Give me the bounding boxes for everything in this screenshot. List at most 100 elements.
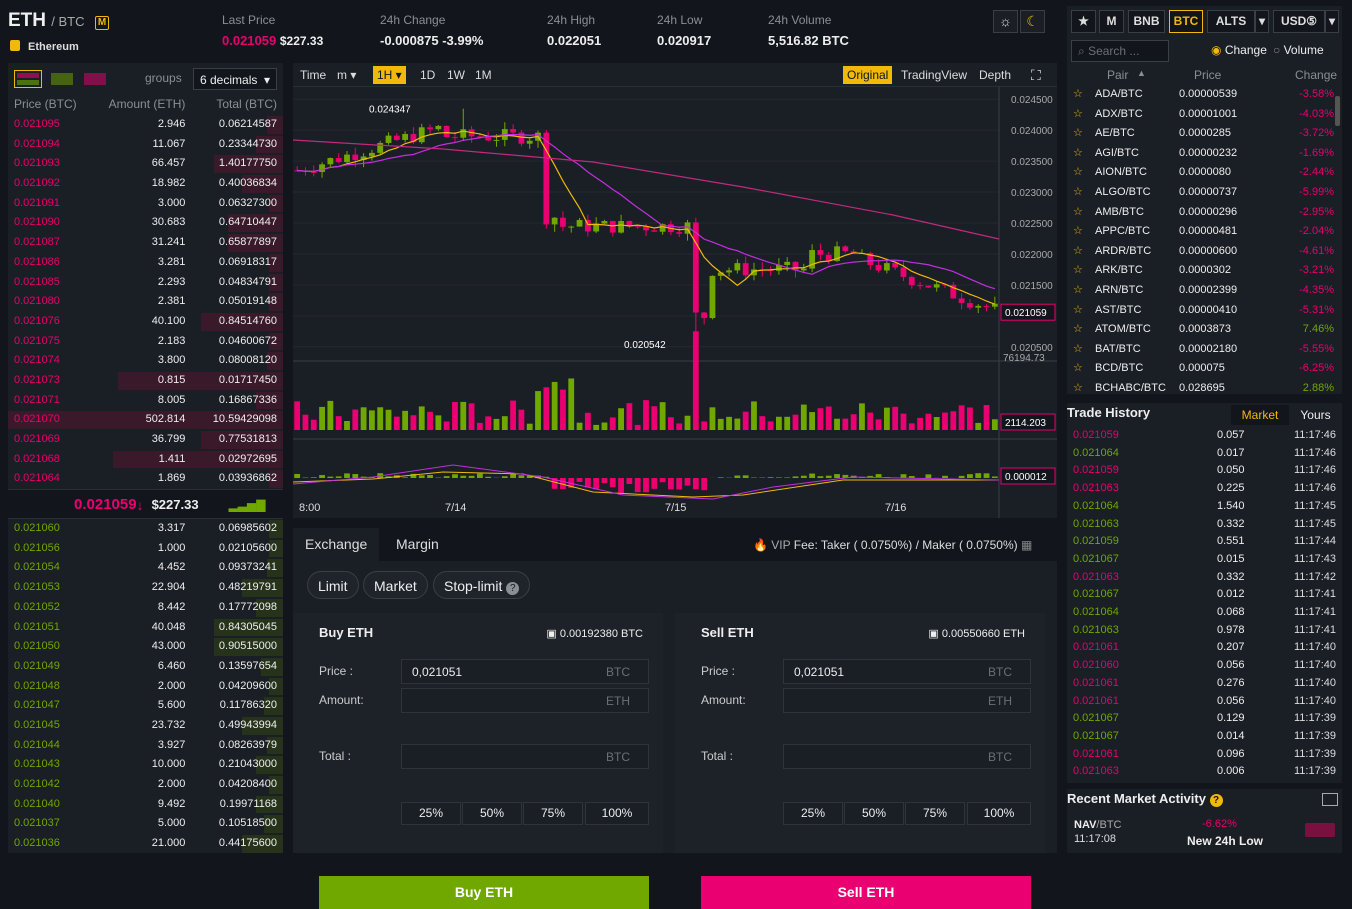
buy-pct-75[interactable]: 75% (523, 802, 583, 825)
chevron-down-icon[interactable]: ▾ (1255, 10, 1269, 33)
favorites-star-icon[interactable]: ★ (1071, 10, 1096, 33)
search-input[interactable]: ⌕ Search ... (1071, 40, 1169, 62)
order-type-market[interactable]: Market (363, 571, 428, 599)
buy-button[interactable]: Buy ETH (319, 876, 649, 909)
buy-amount-input[interactable]: ETH (401, 688, 649, 713)
activity-pair[interactable]: NAV/BTC (1074, 819, 1121, 831)
dark-theme-icon[interactable]: ☾ (1020, 10, 1045, 33)
buy-pct-25[interactable]: 25% (401, 802, 461, 825)
interval-m[interactable]: m ▾ (333, 66, 360, 84)
light-theme-icon[interactable]: ☼ (993, 10, 1018, 33)
tab-my-trades[interactable]: Yours (1289, 405, 1342, 425)
tab-btc[interactable]: BTC (1169, 10, 1203, 33)
tab-exchange[interactable]: Exchange (293, 528, 379, 561)
candlestick-canvas[interactable]: 0.0245000.0240000.0235000.0230000.022500… (293, 87, 1057, 518)
interval-1w[interactable]: 1W (443, 66, 469, 84)
interval-1d[interactable]: 1D (416, 66, 439, 84)
sell-total-input[interactable]: BTC (783, 744, 1031, 769)
sell-amount-input[interactable]: ETH (783, 688, 1031, 713)
book-view-both-icon[interactable] (14, 70, 42, 88)
view-tradingview[interactable]: TradingView (897, 66, 971, 84)
sell-pct-50[interactable]: 50% (844, 802, 904, 825)
book-view-asks-icon[interactable] (81, 70, 109, 88)
view-depth[interactable]: Depth (975, 66, 1015, 84)
tab-market-trades[interactable]: Market (1231, 405, 1289, 425)
decimals-select[interactable]: 6 decimals▾ (193, 68, 277, 90)
interval-1h[interactable]: 1H ▾ (373, 66, 406, 84)
tab-bnb[interactable]: BNB (1128, 10, 1165, 33)
tab-usd[interactable]: USD⑤ (1273, 10, 1325, 33)
buy-total-input[interactable]: BTC (401, 744, 649, 769)
tab-alts[interactable]: ALTS (1207, 10, 1255, 33)
book-view-bids-icon[interactable] (48, 70, 76, 88)
sell-button[interactable]: Sell ETH (701, 876, 1031, 909)
interval-1m[interactable]: 1M (471, 66, 496, 84)
sell-pct-75[interactable]: 75% (905, 802, 965, 825)
chevron-down-icon[interactable]: ▾ (1325, 10, 1339, 33)
fullscreen-icon[interactable]: ⛶ (1027, 66, 1045, 84)
buy-pct-50[interactable]: 50% (462, 802, 522, 825)
tab-margin[interactable]: Margin (384, 528, 451, 561)
volume-radio[interactable]: ○ Volume (1273, 43, 1324, 57)
change-radio[interactable]: ◉ Change (1211, 43, 1267, 57)
order-type-stop-limit[interactable]: Stop-limit ? (433, 571, 530, 599)
sell-pct-25[interactable]: 25% (783, 802, 843, 825)
order-type-limit[interactable]: Limit (307, 571, 359, 599)
price-chart[interactable]: Time m ▾ 1H ▾ 1D 1W 1M Original TradingV… (293, 63, 1057, 518)
view-original[interactable]: Original (843, 66, 892, 84)
interval-time[interactable]: Time (296, 66, 330, 84)
sell-pct-100[interactable]: 100% (967, 802, 1031, 825)
buy-pct-100[interactable]: 100% (585, 802, 649, 825)
